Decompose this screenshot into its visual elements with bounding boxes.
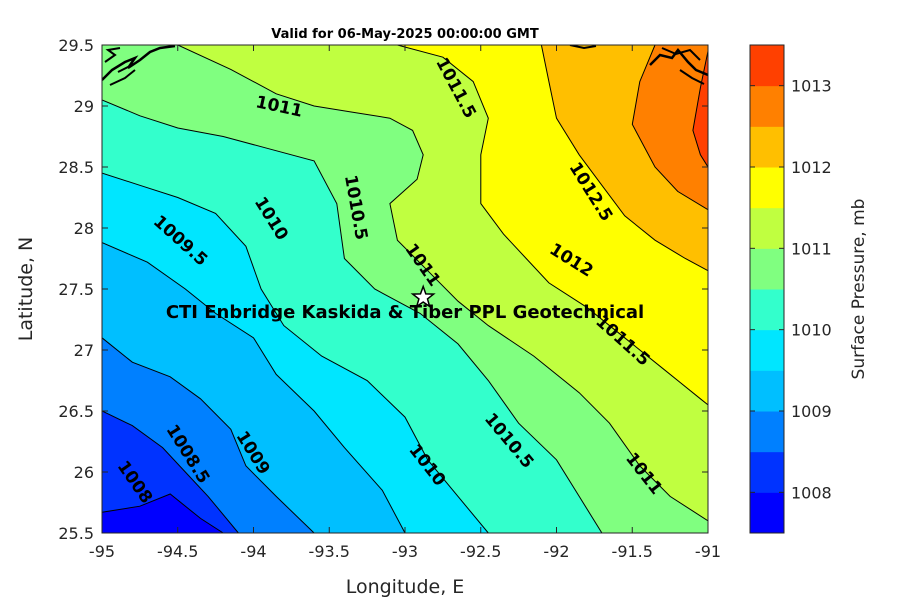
colorbar-segment [750, 167, 784, 209]
x-axis-label: Longitude, E [346, 576, 465, 598]
colorbar-segment [750, 248, 784, 290]
colorbar-segment [750, 207, 784, 249]
colorbar-segment [750, 45, 784, 87]
x-tick-label: -93.5 [309, 542, 350, 561]
pressure-bands [102, 45, 708, 533]
y-axis-ticks: 25.5 26 26.5 27 27.5 28 28.5 29 29.5 [58, 36, 708, 543]
x-tick-label: -91 [695, 542, 721, 561]
colorbar-tick-label: 1012 [791, 158, 832, 177]
contour-line-1010 [102, 172, 489, 533]
colorbar-segment [750, 411, 784, 453]
colorbar-tick-label: 1009 [791, 402, 832, 421]
y-tick-label: 27 [74, 341, 94, 360]
y-tick-label: 26 [74, 463, 94, 482]
x-tick-label: -93 [392, 542, 418, 561]
y-tick-label: 28 [74, 219, 94, 238]
x-tick-label: -91.5 [612, 542, 653, 561]
y-tick-label: 26.5 [58, 402, 94, 421]
contour-line-1012 [540, 45, 708, 272]
colorbar-tick-label: 1013 [791, 77, 832, 96]
band-above-1013 [692, 45, 708, 167]
colorbar-tick-label: 1008 [791, 483, 832, 502]
colorbar-segment [750, 492, 784, 534]
contour-line-1011.5 [397, 45, 708, 406]
contour-line-1011 [177, 45, 708, 522]
x-tick-label: -92 [543, 542, 569, 561]
colorbar-label: Surface Pressure, mb [849, 199, 869, 380]
colorbar-segment [750, 126, 784, 168]
colorbar-segment [750, 85, 784, 127]
y-tick-label: 29.5 [58, 36, 94, 55]
colorbar-tick-label: 1011 [791, 239, 832, 258]
x-tick-label: -95 [89, 542, 115, 561]
y-tick-label: 27.5 [58, 280, 94, 299]
x-tick-label: -92.5 [460, 542, 501, 561]
site-annotation: CTI Enbridge Kaskida & Tiber PPL Geotech… [166, 302, 644, 323]
colorbar-segment [750, 370, 784, 412]
contour-line-1008 [102, 493, 224, 533]
x-tick-label: -94 [240, 542, 266, 561]
contour-line-1008.5 [102, 410, 239, 533]
band-above-1012.5 [632, 45, 708, 210]
contour-line-1010.5 [102, 99, 603, 533]
colorbar-frame [749, 44, 785, 534]
x-axis-ticks: -95 -94.5 -94 -93.5 -93 -92.5 -92 -91.5 -91 [89, 45, 721, 561]
contour-line-1012.5 [631, 45, 708, 211]
colorbar-tick-label: 1010 [791, 321, 832, 340]
y-axis-label: Latitude, N [15, 237, 37, 342]
colorbar: 1008 1009 1010 1011 1012 1013 [749, 44, 832, 534]
y-tick-label: 28.5 [58, 158, 94, 177]
site-star-marker [410, 284, 436, 309]
contour-line-1009 [102, 337, 315, 533]
coastline [102, 45, 708, 86]
colorbar-segment [750, 329, 784, 371]
y-tick-label: 25.5 [58, 524, 94, 543]
contour-line-1009.5 [102, 242, 406, 533]
colorbar-segment [750, 451, 784, 493]
colorbar-segment [750, 289, 784, 331]
y-tick-label: 29 [74, 97, 94, 116]
x-tick-label: -94.5 [157, 542, 198, 561]
contour-line-1013 [692, 50, 708, 168]
chart-title: Valid for 06-May-2025 00:00:00 GMT [271, 27, 539, 42]
contour-lines [102, 45, 708, 533]
